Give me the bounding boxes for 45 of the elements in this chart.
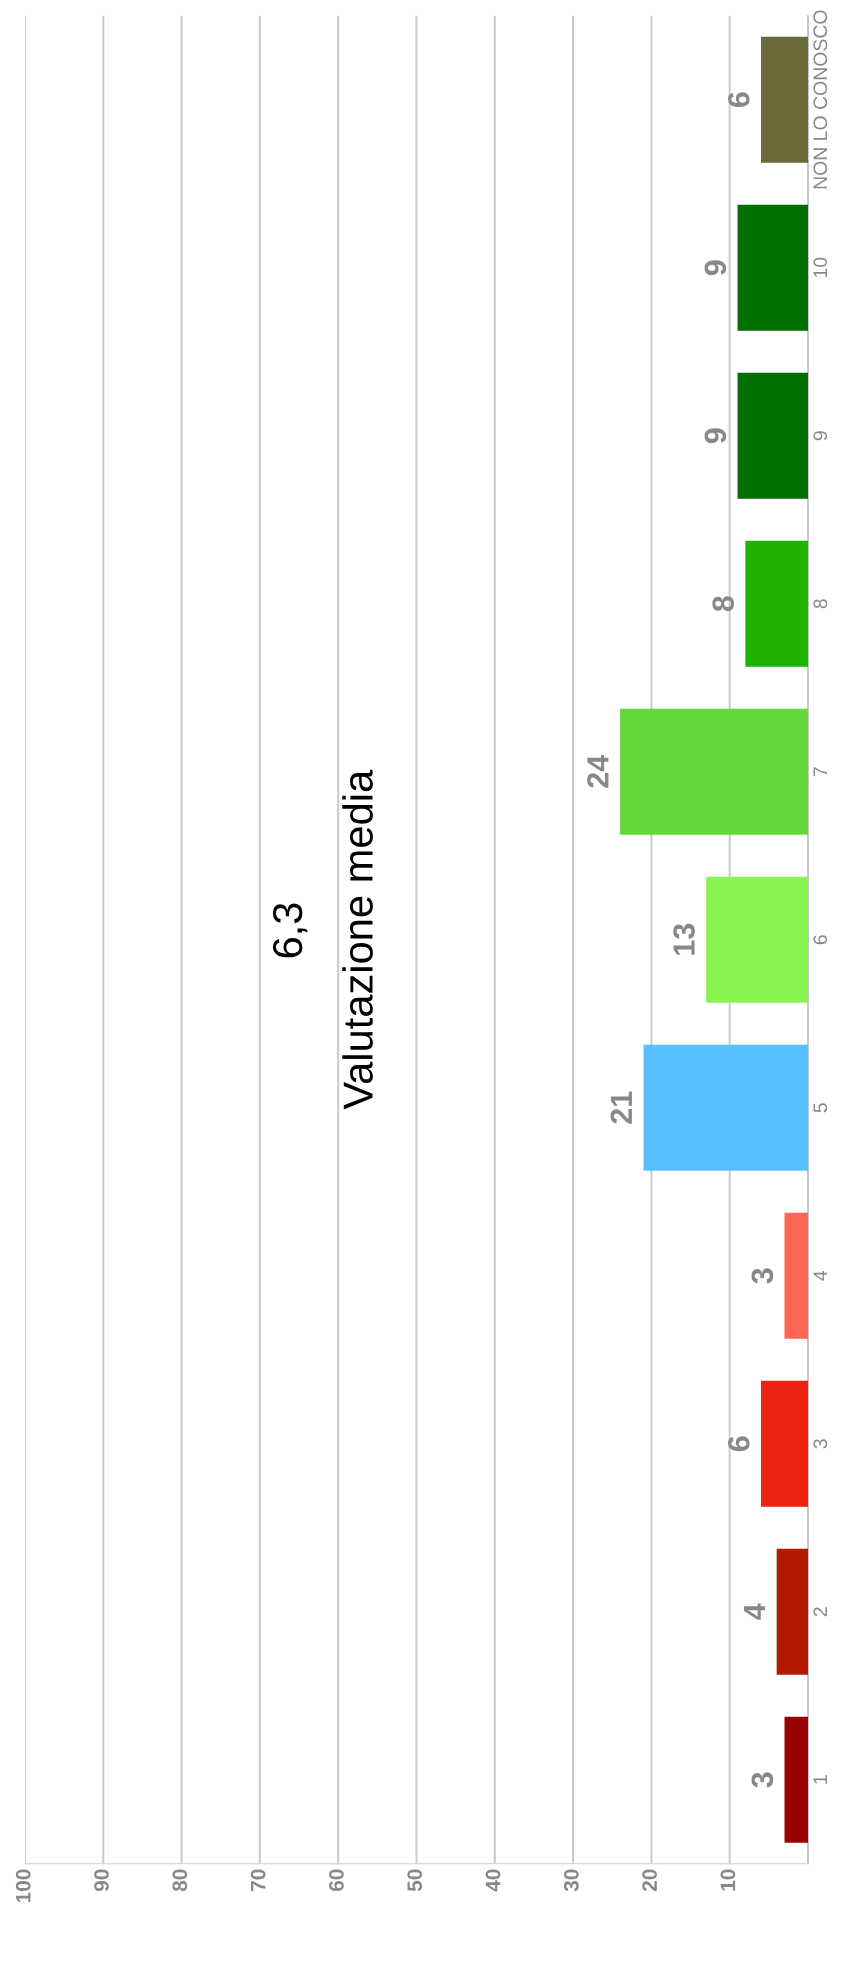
bar	[761, 1380, 808, 1507]
x-tick-label: 80	[172, 1869, 188, 1892]
bar	[776, 1548, 808, 1675]
data-label: 6	[728, 92, 750, 108]
data-label: 13	[673, 923, 695, 955]
bar	[784, 1716, 808, 1843]
bar	[745, 540, 808, 667]
data-label: 3	[751, 1268, 774, 1284]
x-tick-label: 10	[720, 1869, 736, 1891]
bar	[737, 372, 808, 499]
bar	[737, 204, 808, 331]
x-tick-label: 100	[15, 1869, 31, 1903]
bar	[784, 1212, 808, 1339]
y-tick-label: 2	[813, 1607, 827, 1617]
bar	[706, 876, 808, 1003]
data-label: 8	[712, 596, 734, 612]
x-tick-label: 20	[642, 1869, 657, 1892]
x-tick-label: 90	[94, 1869, 109, 1892]
x-tick-label: 30	[563, 1869, 579, 1892]
data-label: 6	[728, 1436, 750, 1452]
data-label: 4	[743, 1603, 766, 1620]
x-tick-label: 50	[407, 1869, 423, 1892]
bar	[643, 1044, 808, 1171]
y-tick-label: 6	[813, 935, 828, 945]
y-tick-label: 3	[813, 1439, 828, 1449]
data-label: 3	[751, 1772, 774, 1788]
y-tick-label: 8	[813, 599, 828, 609]
bar	[761, 36, 808, 163]
x-tick-label: 60	[329, 1869, 344, 1892]
data-label: 9	[704, 428, 727, 444]
y-tick-label: 5	[813, 1103, 828, 1113]
y-tick-label: 4	[813, 1270, 827, 1281]
annotation: Valutazione media	[342, 769, 373, 1110]
y-tick-label: 9	[813, 431, 828, 441]
y-tick-label: 7	[813, 767, 827, 777]
y-tick-label: 1	[813, 1775, 827, 1784]
y-tick-label: NON LO CONOSCO	[813, 10, 828, 189]
data-label: 21	[610, 1091, 632, 1124]
x-tick-label: 40	[485, 1869, 501, 1892]
y-tick-label: 10	[813, 257, 828, 278]
data-label: 9	[704, 260, 727, 276]
bar	[620, 708, 808, 835]
annotation: 6,3	[272, 903, 308, 958]
data-label: 24	[587, 754, 609, 788]
x-tick-label: 70	[250, 1869, 266, 1891]
